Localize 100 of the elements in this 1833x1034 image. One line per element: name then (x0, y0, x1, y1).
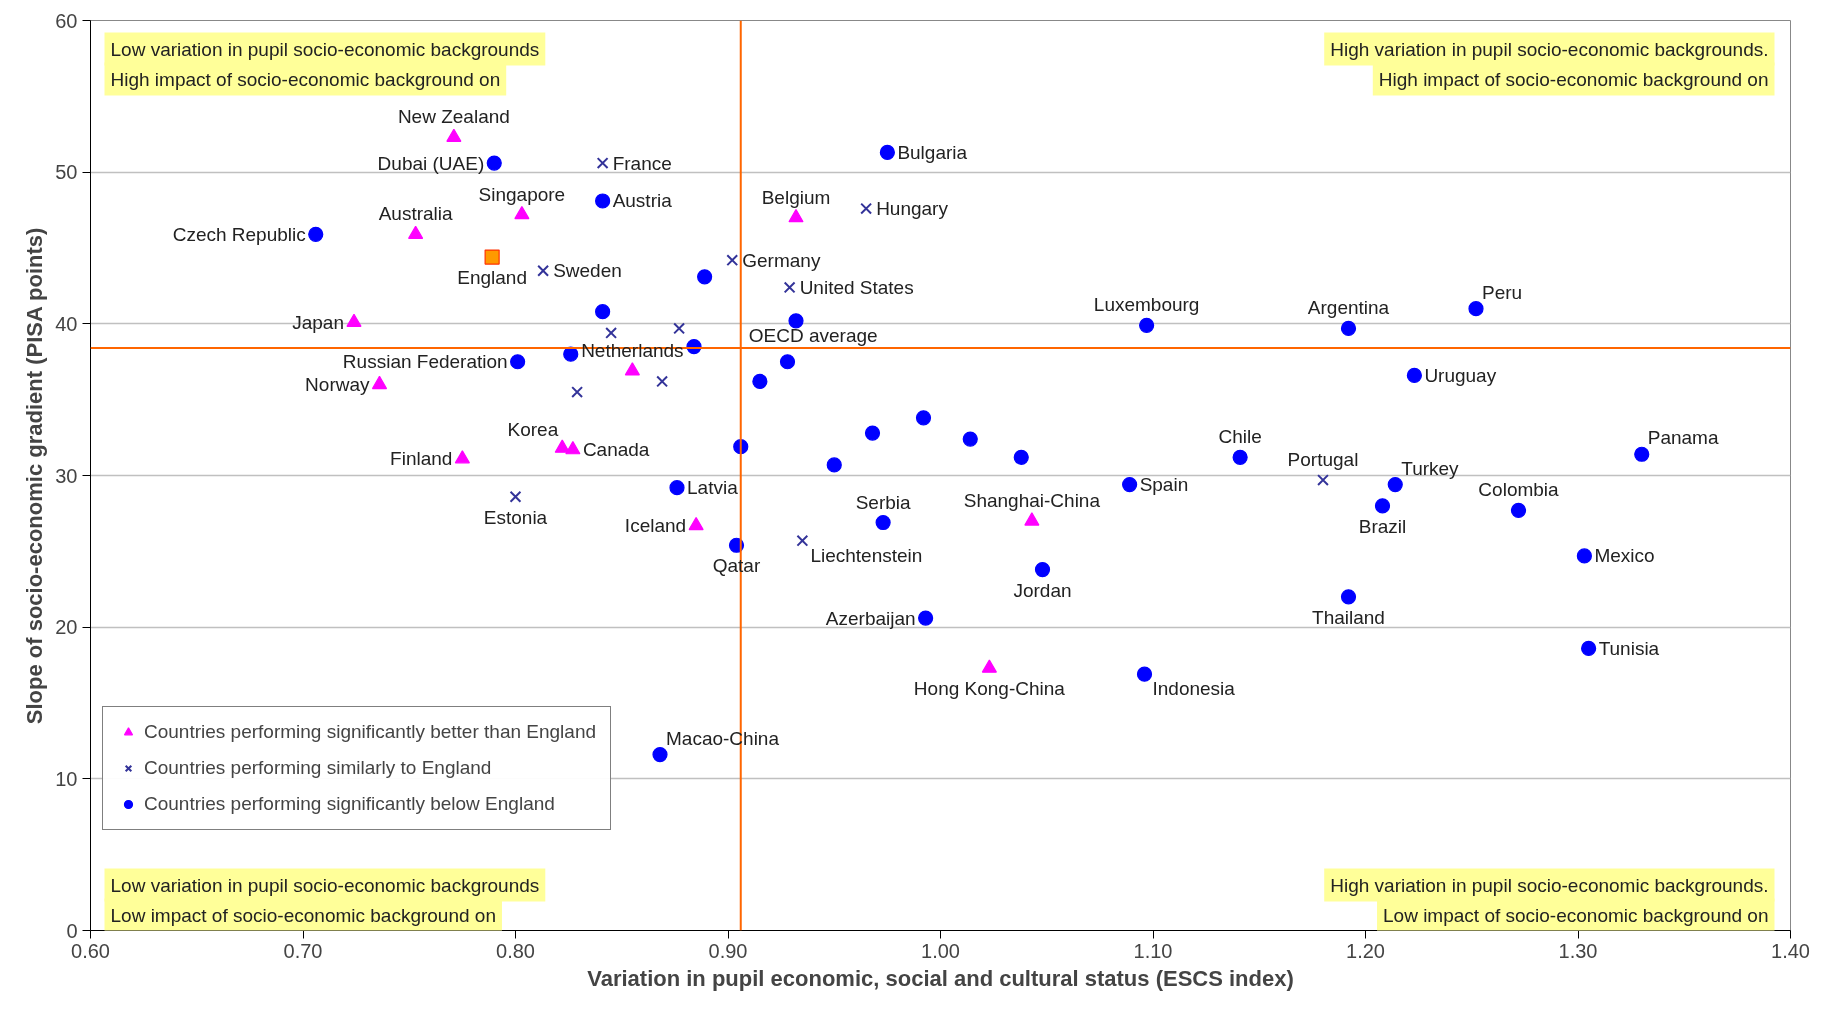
legend-label: Countries performing similarly to England (144, 757, 492, 779)
annotation: Uruguay (1424, 364, 1497, 386)
annotation: Thailand (1312, 606, 1385, 628)
point (554, 439, 570, 453)
annotation: Dubai (UAE) (377, 152, 485, 174)
point (697, 269, 713, 285)
point (308, 226, 324, 242)
annotation: High variation in pupil socio-economic backgrounds. (1330, 874, 1769, 896)
point (486, 155, 502, 171)
point (1136, 666, 1153, 682)
annotation: High impact of socio-economic background on (1378, 68, 1769, 90)
point (1232, 449, 1248, 465)
y-tick-label: 30 (55, 464, 78, 487)
annotation: Low variation in pupil socio-economic backgrounds (110, 874, 540, 896)
annotation: Latvia (687, 477, 739, 499)
annotation: Low impact of socio-economic background on (110, 904, 496, 926)
point (571, 386, 584, 399)
point (624, 362, 640, 376)
annotation: Austria (612, 190, 673, 212)
point (596, 157, 609, 170)
annotation: Jordan (1013, 579, 1072, 601)
annotation: Iceland (624, 515, 687, 537)
annotation: Turkey (1401, 457, 1460, 479)
y-tick-label: 50 (55, 161, 78, 184)
annotation: High variation in pupil socio-economic backgrounds. (1330, 38, 1769, 60)
point (1576, 548, 1592, 564)
point (1340, 589, 1357, 605)
annotation: Australia (378, 203, 454, 225)
annotation: Indonesia (1152, 678, 1236, 700)
point (537, 264, 550, 277)
point (510, 354, 526, 370)
annotation: Sweden (553, 260, 622, 282)
annotation: Liechtenstein (810, 544, 923, 566)
annotation: England (457, 267, 527, 289)
annotation: Finland (390, 448, 453, 470)
point (1122, 477, 1138, 493)
annotation: Spain (1139, 474, 1189, 496)
point (652, 746, 668, 763)
point (605, 326, 618, 339)
y-tick-label: 10 (55, 767, 78, 790)
annotation: Portugal (1287, 449, 1359, 471)
annotation: Germany (742, 249, 821, 271)
point (688, 516, 704, 531)
point (875, 514, 891, 531)
x-tick-label: 1.10 (1133, 939, 1173, 962)
point (1510, 502, 1527, 518)
x-tick-label: 1.40 (1771, 939, 1810, 962)
y-tick-label: 40 (55, 312, 78, 335)
y-axis-title: Slope of socio-economic gradient (PISA points) (22, 227, 48, 725)
point (962, 431, 978, 447)
annotation: Azerbaijan (825, 607, 916, 629)
x-tick-label: 0.80 (496, 939, 535, 962)
point (918, 610, 934, 626)
x-tick-label: 0.70 (283, 939, 323, 962)
legend-label: Countries performing significantly below England (144, 793, 555, 815)
annotation: Luxembourg (1093, 294, 1200, 316)
annotation: Estonia (483, 506, 548, 528)
point (484, 249, 500, 265)
point (1468, 301, 1484, 317)
legend-label: Countries performing significantly better than England (144, 721, 597, 743)
annotation: Belgium (761, 186, 831, 208)
point (669, 480, 685, 496)
point (915, 410, 932, 426)
x-tick-label: 0.90 (708, 939, 748, 962)
x-tick-label: 1.20 (1346, 939, 1385, 962)
x-tick-label: 1.00 (921, 939, 960, 962)
annotation: Low variation in pupil socio-economic backgrounds (110, 38, 540, 60)
point (1387, 477, 1403, 493)
point (371, 375, 388, 390)
point (1034, 561, 1051, 578)
annotation: Korea (507, 419, 559, 441)
point (779, 354, 796, 370)
annotation: Canada (582, 439, 650, 461)
annotation: Chile (1218, 426, 1262, 448)
point (783, 281, 796, 294)
y-tick-label: 20 (55, 616, 78, 639)
annotation: Czech Republic (172, 223, 306, 245)
annotation: Argentina (1307, 297, 1390, 319)
point (509, 490, 522, 503)
point (826, 457, 842, 473)
point (1340, 320, 1357, 336)
annotation: High impact of socio-economic background on (110, 68, 501, 90)
point (860, 202, 873, 215)
point (673, 322, 686, 335)
point (656, 375, 669, 388)
annotation: Hong Kong-China (913, 678, 1066, 700)
x-tick-label: 1.30 (1558, 939, 1598, 962)
point (879, 144, 895, 161)
y-tick-label: 0 (66, 919, 78, 942)
annotation: Japan (292, 311, 345, 333)
annotation: France (612, 152, 672, 174)
point (1024, 512, 1040, 526)
point (1581, 640, 1597, 656)
annotation: Bulgaria (897, 141, 968, 163)
point (864, 425, 881, 441)
annotation: Peru (1482, 281, 1523, 303)
annotation: New Zealand (397, 106, 510, 128)
annotation: Mexico (1594, 545, 1655, 567)
annotation: Singapore (478, 183, 566, 205)
annotation: Serbia (855, 491, 912, 513)
